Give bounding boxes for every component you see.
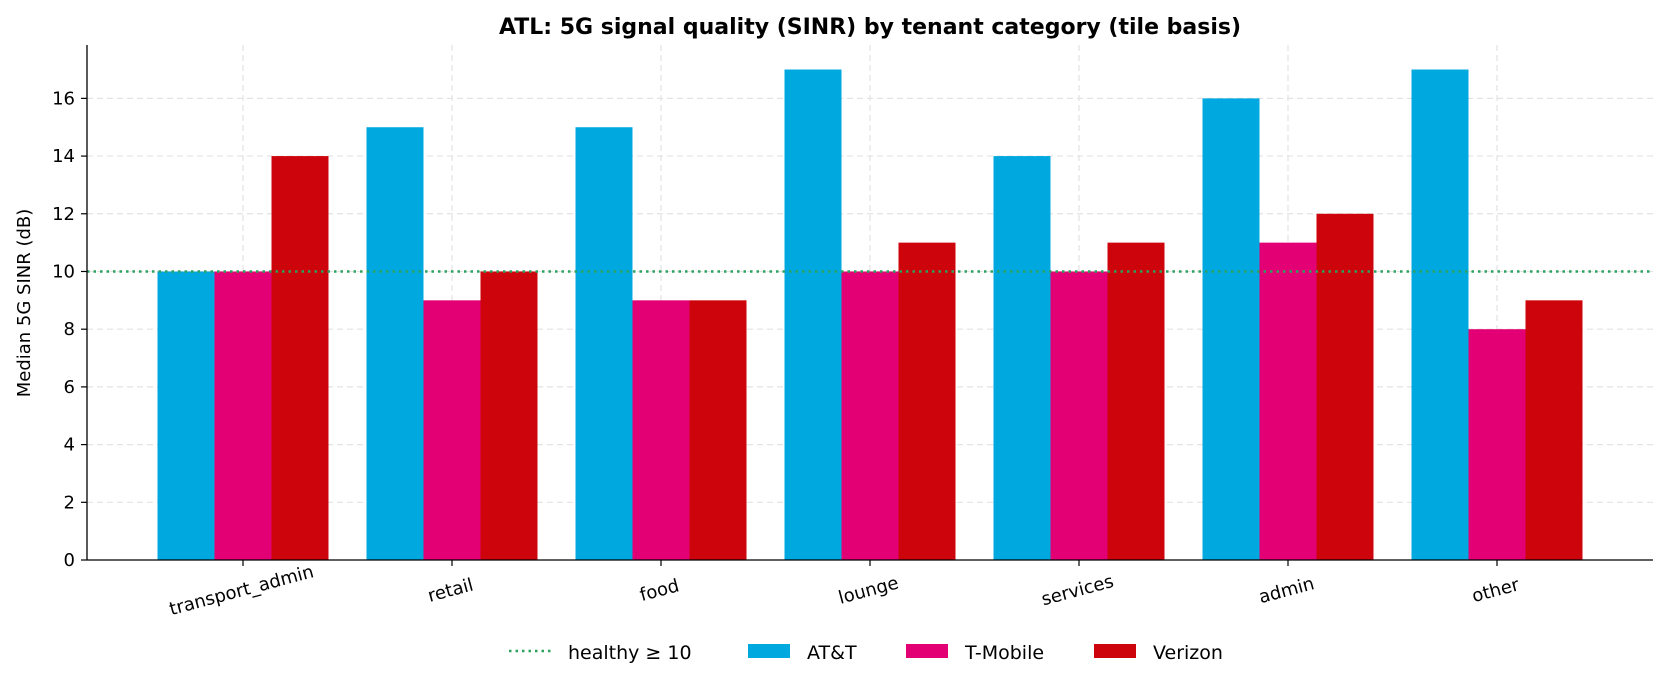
- x-ticks: transport_admin retail food lounge services a…: [167, 560, 1522, 620]
- bar-verizon-retail: [480, 271, 538, 560]
- bar-verizon-other: [1525, 300, 1583, 560]
- bar-t-mobile-food: [632, 300, 690, 560]
- bar-at-t-admin: [1202, 98, 1260, 560]
- y-tick-label: 8: [64, 319, 75, 340]
- legend-label: AT&T: [807, 642, 857, 664]
- bar-at-t-services: [993, 156, 1051, 560]
- bar-verizon-services: [1107, 242, 1165, 560]
- bar-at-t-transport-admin: [157, 271, 215, 560]
- x-tick-label: other: [1470, 574, 1522, 607]
- legend-swatch-t-mobile: [906, 644, 948, 658]
- y-tick-label: 2: [64, 492, 75, 513]
- y-tick-label: 12: [52, 204, 75, 225]
- x-tick-label: admin: [1257, 573, 1317, 608]
- legend-label: healthy ≥ 10: [568, 642, 692, 664]
- bar-t-mobile-lounge: [841, 271, 899, 560]
- y-tick-label: 16: [52, 88, 75, 109]
- y-tick-label: 6: [64, 377, 75, 398]
- y-axis-label: Median 5G SINR (dB): [14, 209, 35, 398]
- bars: [157, 69, 1583, 561]
- bar-at-t-food: [575, 127, 633, 560]
- bar-at-t-other: [1411, 69, 1469, 561]
- legend-swatch-verizon: [1094, 644, 1136, 658]
- x-tick-label: services: [1039, 571, 1116, 610]
- bar-at-t-lounge: [784, 69, 842, 561]
- x-tick-label: lounge: [836, 573, 901, 609]
- bar-t-mobile-retail: [423, 300, 481, 560]
- bar-verizon-food: [689, 300, 747, 560]
- bar-at-t-retail: [366, 127, 424, 560]
- y-tick-label: 14: [52, 146, 75, 167]
- y-tick-label: 4: [64, 435, 75, 456]
- bar-verizon-transport-admin: [271, 156, 329, 560]
- bar-verizon-admin: [1316, 213, 1374, 561]
- chart-title: ATL: 5G signal quality (SINR) by tenant …: [499, 15, 1241, 40]
- y-tick-label: 10: [52, 261, 75, 282]
- y-tick-label: 0: [64, 550, 75, 571]
- x-tick-label: transport_admin: [167, 561, 316, 620]
- legend-label: T-Mobile: [964, 642, 1044, 664]
- bar-verizon-lounge: [898, 242, 956, 560]
- legend-swatch-at-t: [748, 644, 790, 658]
- x-tick-label: food: [638, 575, 682, 606]
- bar-t-mobile-services: [1050, 271, 1108, 560]
- y-ticks: 0 2 4 6 8 10 12 14 16: [52, 88, 87, 571]
- legend: healthy ≥ 10 AT&T T-Mobile Verizon: [509, 642, 1223, 664]
- x-tick-label: retail: [426, 575, 476, 607]
- bar-t-mobile-other: [1468, 329, 1526, 560]
- legend-label: Verizon: [1153, 642, 1223, 664]
- bar-t-mobile-transport-admin: [214, 271, 272, 560]
- bar-t-mobile-admin: [1259, 242, 1317, 560]
